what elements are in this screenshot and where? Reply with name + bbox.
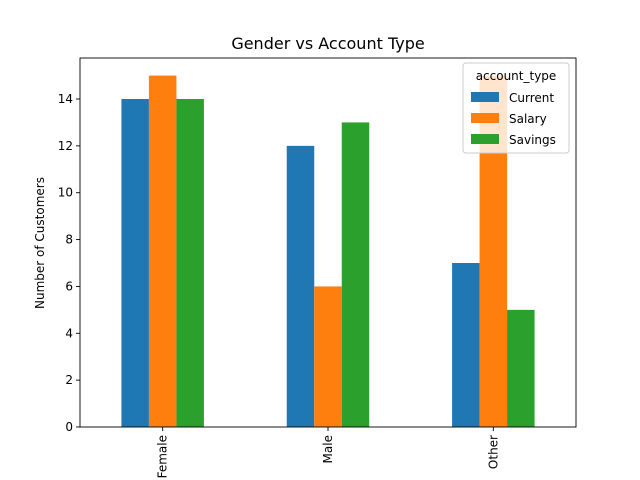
- y-tick-label: 12: [58, 139, 73, 153]
- legend-swatch-current: [471, 92, 499, 102]
- plot-area: [79, 57, 577, 428]
- legend-swatch-salary: [471, 113, 499, 123]
- x-axis: Female Male Other: [156, 427, 500, 478]
- legend-title: account_type: [476, 69, 557, 83]
- bar-salary-male: [314, 286, 342, 427]
- bar-salary-female: [148, 75, 177, 428]
- legend-label-current: Current: [509, 91, 554, 105]
- chart-title: Gender vs Account Type: [231, 34, 424, 53]
- x-tick-label: Other: [486, 435, 500, 469]
- legend: account_type Current Salary Savings: [462, 62, 570, 154]
- y-tick-label: 14: [58, 92, 73, 106]
- y-tick-label: 10: [58, 186, 73, 200]
- y-tick-label: 8: [65, 233, 73, 247]
- bar-current-female: [121, 99, 149, 427]
- y-tick-label: 4: [65, 326, 73, 340]
- legend-box: [462, 62, 570, 154]
- legend-swatch-savings: [471, 134, 499, 144]
- legend-label-salary: Salary: [509, 112, 547, 126]
- x-tick-label: Female: [156, 435, 170, 478]
- y-axis: 0 2 4 6 8 10 12 14: [58, 92, 80, 434]
- bar-savings-other: [507, 309, 535, 427]
- x-tick-label: Male: [321, 435, 335, 463]
- bar-current-other: [452, 263, 480, 427]
- y-axis-label: Number of Customers: [33, 177, 47, 309]
- y-tick-label: 2: [65, 373, 73, 387]
- y-tick-label: 6: [65, 279, 73, 293]
- bar-savings-female: [176, 99, 204, 427]
- bar-current-male: [286, 145, 315, 427]
- y-tick-label: 0: [65, 420, 73, 434]
- bar-savings-male: [341, 122, 370, 427]
- legend-label-savings: Savings: [509, 133, 556, 147]
